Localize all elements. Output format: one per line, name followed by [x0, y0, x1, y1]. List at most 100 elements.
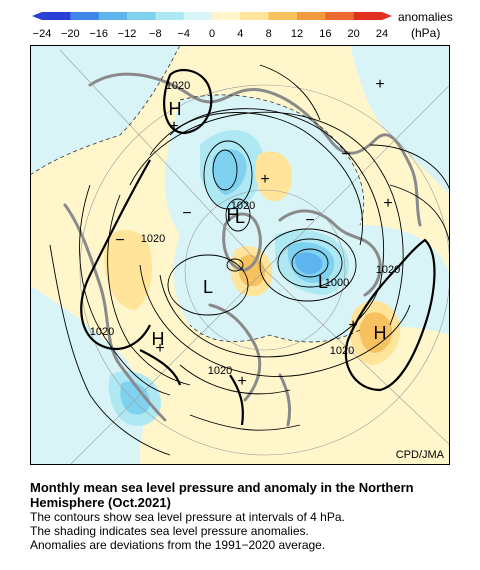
contour-1020-west: [80, 159, 151, 350]
figure-caption: Monthly mean sea level pressure and anom…: [30, 480, 470, 552]
high-center-siberia: H: [169, 99, 182, 119]
legend-color-segment: [325, 12, 354, 20]
high-center-pacific: H: [374, 323, 387, 343]
pressure-label: 1000: [325, 277, 349, 289]
plus-marker: +: [375, 76, 384, 93]
low-center-greenland-sea: L: [235, 207, 245, 227]
isobar-central-low: [167, 254, 249, 316]
legend-color-segment: [155, 12, 184, 20]
latitude-30-circle: [79, 84, 450, 456]
isobar-polar-5: [139, 264, 411, 377]
caption-title-line-2: Hemisphere (Oct.2021): [30, 495, 171, 510]
anomaly-color-legend: −24 −20 −16 −12 −8 −4 0 4 8 12 16 20 24 anomalies (h…: [32, 10, 453, 40]
contour-1020-alaska: [229, 374, 244, 426]
legend-color-segment: [297, 12, 326, 20]
negative-anomaly-core-siberia-3: [295, 252, 323, 275]
isobar-low-arctic-1: [212, 149, 238, 191]
caption-shading-note: The shading indicates sea level pressure…: [30, 524, 309, 538]
legend-unit: (hPa): [411, 26, 440, 40]
isobar-low-arctic-2: [203, 140, 253, 210]
legend-color-segment: [98, 12, 128, 20]
legend-tick-label: 12: [291, 28, 303, 40]
legend-color-segment: [212, 12, 241, 20]
low-center-arctic: L: [203, 277, 213, 297]
coastline-kamchatka: [278, 373, 292, 427]
latitude-60-circle: [184, 189, 346, 351]
coastline-eurasia: [88, 72, 422, 227]
isobar-low-siberia-1: [291, 248, 329, 278]
legend-color-segment: [70, 12, 99, 20]
pressure-label: 1020: [90, 326, 114, 338]
legend-tick-label: 20: [348, 28, 360, 40]
contour-1020-america: [139, 349, 182, 386]
plus-marker: +: [260, 171, 269, 188]
pressure-label: 1020: [208, 365, 232, 377]
legend-tick-label: −20: [61, 28, 80, 40]
isobar-west-1: [79, 184, 171, 396]
caption-contour-note: The contours show sea level pressure at …: [30, 510, 345, 524]
contour-1020-siberia: [163, 68, 213, 135]
pressure-isobars: [49, 64, 450, 456]
pressure-label: 1020: [231, 200, 255, 212]
isobar-polar-1: [169, 112, 363, 246]
pressure-1020-contours: [80, 68, 436, 426]
legend-left-arrow: [32, 12, 42, 20]
legend-tick-labels: −24 −20 −16 −12 −8 −4 0 4 8 12 16 20 24: [33, 28, 388, 40]
isobar-east-1: [389, 184, 450, 246]
negative-anomaly-east: [350, 45, 450, 195]
isobar-south-1: [179, 364, 291, 395]
legend-tick-label: 24: [376, 28, 388, 40]
minus-marker: −: [305, 212, 314, 229]
pressure-label: 1020: [166, 80, 190, 92]
pressure-label: 1020: [376, 264, 400, 276]
legend-tick-label: 4: [237, 28, 243, 40]
caption-anomaly-note: Anomalies are deviations from the 1991−2…: [30, 538, 326, 552]
negative-anomaly-core-arctic-2: [212, 149, 247, 195]
isobar-low-siberia-3: [259, 228, 357, 302]
isobar-greenland-high: [225, 198, 251, 232]
graticule: [59, 49, 450, 465]
meridian-2: [264, 84, 450, 271]
minus-marker: −: [182, 205, 191, 222]
positive-anomaly-north-pacific-core: [359, 312, 393, 353]
isobar-greenland-ring: [226, 258, 244, 272]
legend-title: anomalies: [398, 10, 453, 24]
plus-marker: +: [169, 118, 178, 135]
pressure-centers: H H H H L L L: [152, 99, 387, 349]
isobar-west-3: [49, 244, 171, 456]
legend-tick-label: 16: [319, 28, 331, 40]
plus-marker: +: [383, 195, 392, 212]
coastlines: [63, 72, 422, 427]
positive-anomaly-europe: [255, 151, 292, 202]
legend-color-segment: [240, 12, 269, 20]
coastline-siberia: [278, 209, 382, 297]
legend-tick-label: −24: [33, 28, 52, 40]
negative-anomaly-core-pacific-2: [120, 381, 151, 415]
polar-stereographic-map: 1020 1020 1020 1020 1020 1020 1020 1000 …: [30, 45, 450, 465]
legend-color-bar: [32, 12, 392, 20]
isobar-north-1: [259, 64, 321, 121]
coastline-greenland: [222, 212, 262, 272]
isobar-polar-2: [149, 108, 385, 286]
high-center-greenland: H: [227, 205, 240, 225]
legend-color-segment: [268, 12, 298, 20]
map-border: [30, 45, 450, 465]
isobar-low-siberia-2: [277, 238, 343, 288]
legend-tick-label: −4: [177, 28, 190, 40]
zero-contour-3: [30, 45, 181, 176]
legend-tick-label: 8: [266, 28, 272, 40]
meridian-3: [264, 269, 450, 446]
pressure-label: 1020: [330, 345, 354, 357]
plus-marker: +: [348, 317, 357, 334]
legend-tick-label: −12: [118, 28, 137, 40]
pressure-label: 1020: [141, 233, 165, 245]
coastline-north-america: [63, 203, 167, 422]
legend-tick-label: 0: [209, 28, 215, 40]
pressure-labels: 1020 1020 1020 1020 1020 1020 1020 1000: [90, 80, 400, 377]
high-center-north-america: H: [152, 329, 165, 349]
zero-contour-1: [179, 94, 365, 226]
plus-marker: +: [155, 340, 164, 357]
legend-right-arrow: [382, 12, 392, 20]
legend-color-segment: [127, 12, 156, 20]
legend-color-segment: [42, 12, 71, 20]
